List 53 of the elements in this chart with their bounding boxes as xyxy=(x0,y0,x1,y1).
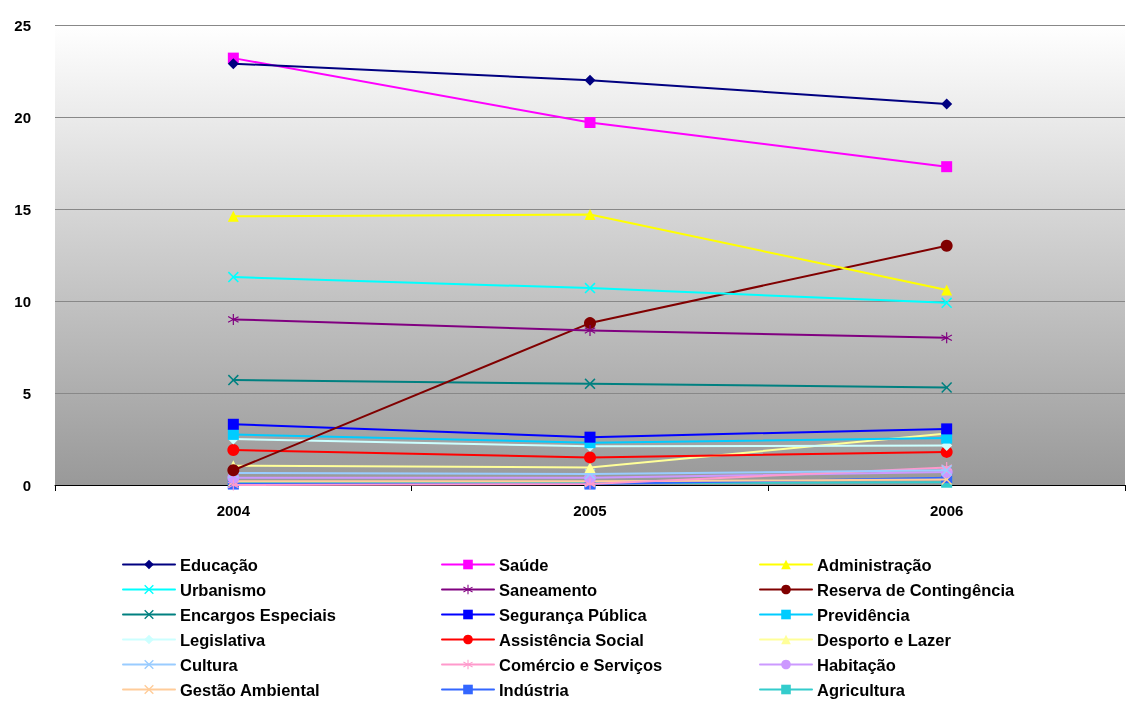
legend-label: Previdência xyxy=(817,605,911,624)
legend-label: Indústria xyxy=(499,680,570,699)
legend-label: Legislativa xyxy=(180,630,267,649)
point xyxy=(941,297,953,309)
point xyxy=(227,418,239,430)
point xyxy=(584,324,596,336)
point xyxy=(227,428,239,440)
point xyxy=(584,431,596,443)
point xyxy=(227,444,240,457)
y-tick-label: 5 xyxy=(22,384,31,402)
point xyxy=(227,313,239,325)
legend-label: Encargos Especiais xyxy=(180,605,336,624)
legend-label: Administração xyxy=(817,555,932,574)
point xyxy=(227,374,239,386)
point xyxy=(227,58,239,70)
point xyxy=(941,284,953,296)
point xyxy=(584,209,596,221)
legend-label: Assistência Social xyxy=(499,630,644,649)
legend-label: Urbanismo xyxy=(180,580,267,599)
point xyxy=(941,381,953,393)
legend-label: Desporto e Lazer xyxy=(817,630,952,649)
point xyxy=(584,378,596,390)
legend-label: Saúde xyxy=(499,555,549,574)
y-tick-label: 15 xyxy=(14,200,31,218)
y-tick-label: 0 xyxy=(22,476,31,494)
point xyxy=(940,239,953,252)
point xyxy=(941,98,953,110)
x-tick-label: 2005 xyxy=(573,502,607,519)
point xyxy=(941,432,953,444)
point xyxy=(584,74,596,86)
legend-label: Comércio e Serviços xyxy=(499,655,663,674)
legend-label: Habitação xyxy=(817,655,896,674)
legend-label: Reserva de Contingência xyxy=(817,580,1015,599)
y-tick-label: 20 xyxy=(14,108,31,126)
point xyxy=(584,451,596,464)
point xyxy=(584,117,596,129)
x-tick-label: 2004 xyxy=(216,502,251,519)
legend-label: Segurança Pública xyxy=(499,605,648,624)
point xyxy=(941,423,953,435)
legend-label: Saneamento xyxy=(499,580,598,599)
point xyxy=(941,161,953,173)
legend-label: Cultura xyxy=(180,655,239,674)
point xyxy=(227,271,239,283)
point xyxy=(941,332,953,344)
point xyxy=(584,282,596,294)
legend-label: Agricultura xyxy=(817,680,906,699)
y-tick-label: 10 xyxy=(14,292,31,310)
y-tick-label: 25 xyxy=(14,16,31,34)
x-tick-label: 2006 xyxy=(929,502,964,519)
legend-label: Educação xyxy=(180,555,258,574)
legend-label: Gestão Ambiental xyxy=(180,680,320,699)
point xyxy=(227,210,239,222)
point xyxy=(584,317,596,330)
